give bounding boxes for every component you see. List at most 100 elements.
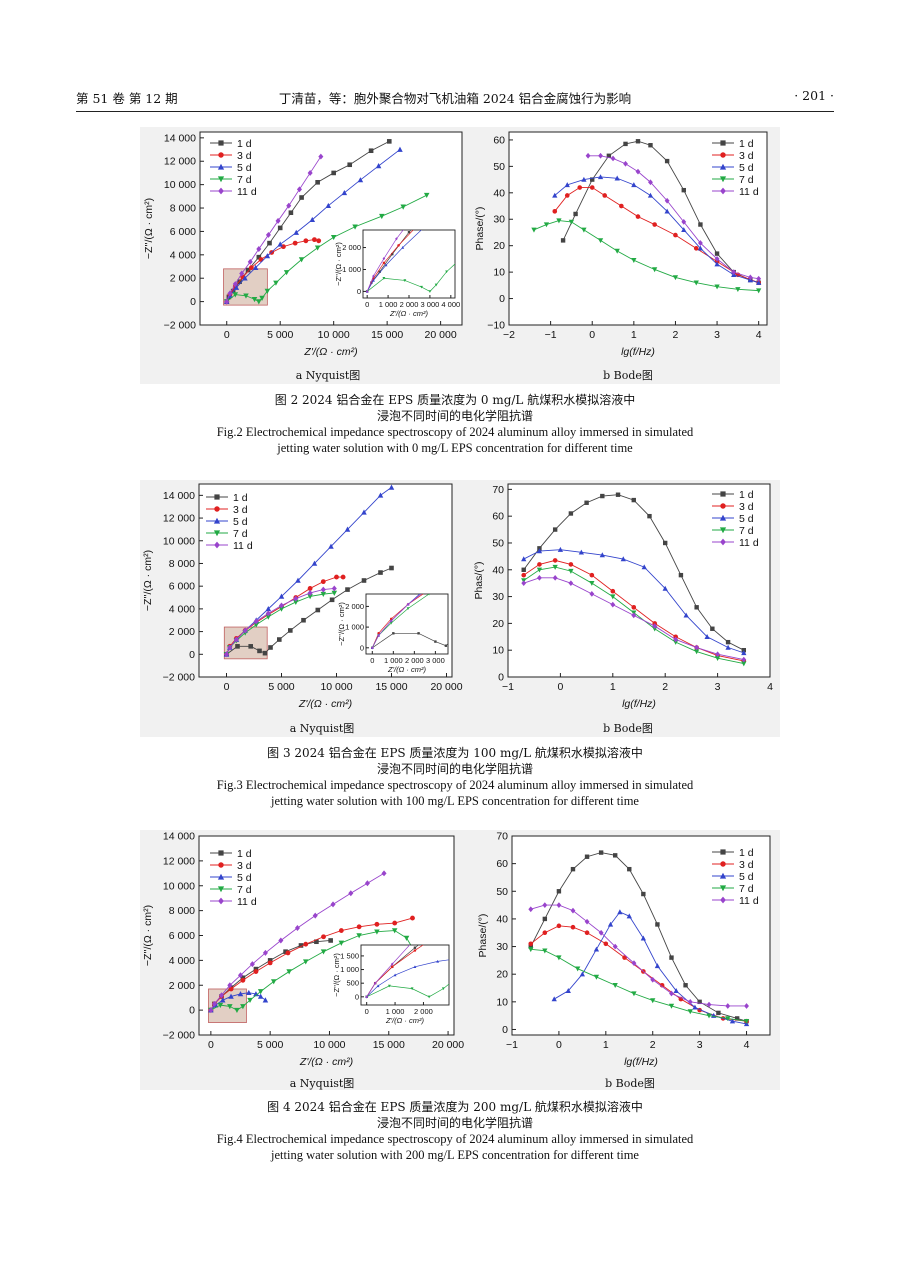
x-axis-label: lg(f/Hz): [621, 346, 655, 358]
data-point: [652, 267, 658, 273]
legend-marker: [213, 530, 221, 537]
y-tick-label: 30: [496, 941, 508, 953]
data-point: [352, 224, 358, 230]
x-tick-label: 1: [631, 329, 637, 341]
inset-y-tick-label: 0: [357, 287, 361, 296]
inset-x-tick-label: 0: [365, 1007, 369, 1016]
data-point: [556, 923, 562, 929]
y-tick-label: 0: [499, 293, 505, 305]
data-point: [697, 245, 704, 251]
x-tick-label: 3: [715, 681, 721, 693]
data-point: [568, 511, 574, 516]
data-point: [378, 570, 383, 575]
inset-x-tick-label: 2 000: [414, 1007, 433, 1016]
data-point: [403, 935, 410, 941]
data-point: [606, 153, 612, 158]
data-point: [247, 997, 253, 1004]
data-point: [423, 192, 430, 199]
legend-label: 11 d: [233, 540, 253, 552]
inset-x-axis-label: Z'/(Ω · cm²): [389, 309, 428, 318]
data-point: [565, 988, 571, 993]
data-point: [714, 261, 720, 267]
data-point: [303, 238, 309, 244]
inset-x-tick-label: 3 000: [421, 300, 440, 309]
data-point: [320, 586, 326, 593]
legend-label: 5 d: [739, 513, 754, 525]
data-point: [417, 632, 420, 635]
data-point: [392, 632, 395, 635]
data-point: [593, 974, 600, 980]
data-point: [641, 564, 647, 570]
legend-marker: [719, 514, 727, 521]
data-point: [623, 160, 628, 167]
inset-series-group: [370, 594, 448, 650]
data-point: [357, 177, 364, 183]
data-point: [631, 182, 637, 188]
data-point: [568, 562, 574, 567]
y-axis-label: −Z''/(Ω · cm²): [142, 550, 154, 611]
inset-y-tick-label: 500: [346, 979, 359, 988]
data-point: [296, 186, 302, 193]
data-point: [235, 644, 240, 649]
data-point: [610, 155, 616, 162]
data-point: [693, 246, 699, 251]
data-point: [373, 981, 377, 985]
data-point: [626, 913, 632, 919]
data-point: [694, 605, 699, 610]
series-group: [208, 870, 416, 1014]
data-point: [597, 174, 604, 180]
data-point: [521, 572, 527, 578]
y-tick-label: 70: [492, 484, 504, 496]
data-point: [673, 636, 679, 643]
data-point: [614, 175, 620, 181]
data-point: [568, 580, 574, 587]
data-point: [243, 293, 249, 299]
data-point: [234, 1007, 240, 1013]
data-point: [654, 963, 661, 969]
data-point: [756, 275, 762, 282]
data-point: [590, 177, 595, 182]
data-point: [307, 589, 313, 596]
data-point: [278, 593, 285, 599]
x-tick-label: 0: [556, 1039, 562, 1051]
data-point: [340, 574, 346, 580]
data-point: [593, 946, 600, 952]
data-point: [598, 152, 603, 159]
data-point: [315, 607, 321, 613]
data-point: [725, 639, 731, 645]
data-point: [232, 292, 239, 298]
legend-marker: [218, 897, 224, 905]
data-point: [434, 283, 438, 287]
caption-en-1: Fig.2 Electrochemical impedance spectros…: [216, 425, 694, 439]
data-point: [577, 185, 583, 190]
x-tick-label: 1: [603, 1039, 609, 1051]
x-tick-label: 20 000: [430, 681, 462, 693]
legend-label: 11 d: [739, 186, 759, 198]
legend-marker: [213, 517, 221, 524]
legend-marker: [719, 872, 727, 879]
data-point: [228, 993, 234, 999]
data-point: [364, 880, 370, 887]
data-point: [227, 290, 233, 297]
legend-marker: [720, 503, 726, 509]
data-point: [556, 902, 562, 908]
x-tick-label: 2: [662, 681, 668, 693]
figure-3-caption: 图 3 2024 铝合金在 EPS 质量浓度为 100 mg/L 航煤积水模拟溶…: [100, 745, 810, 809]
y-tick-label: 40: [493, 187, 505, 199]
series-group: [528, 850, 750, 1027]
legend-marker: [214, 541, 220, 549]
data-point: [681, 219, 687, 225]
legend-label: 7 d: [739, 525, 754, 537]
data-point: [445, 270, 449, 274]
data-point: [331, 590, 338, 596]
data-point: [288, 210, 294, 216]
y-tick-label: 8 000: [169, 905, 195, 917]
data-point: [294, 925, 300, 932]
data-point: [741, 656, 747, 663]
data-point: [542, 916, 548, 922]
y-axis-label: −Z''/(Ω · cm²): [142, 905, 154, 966]
data-point: [293, 599, 299, 605]
data-point: [265, 614, 272, 620]
